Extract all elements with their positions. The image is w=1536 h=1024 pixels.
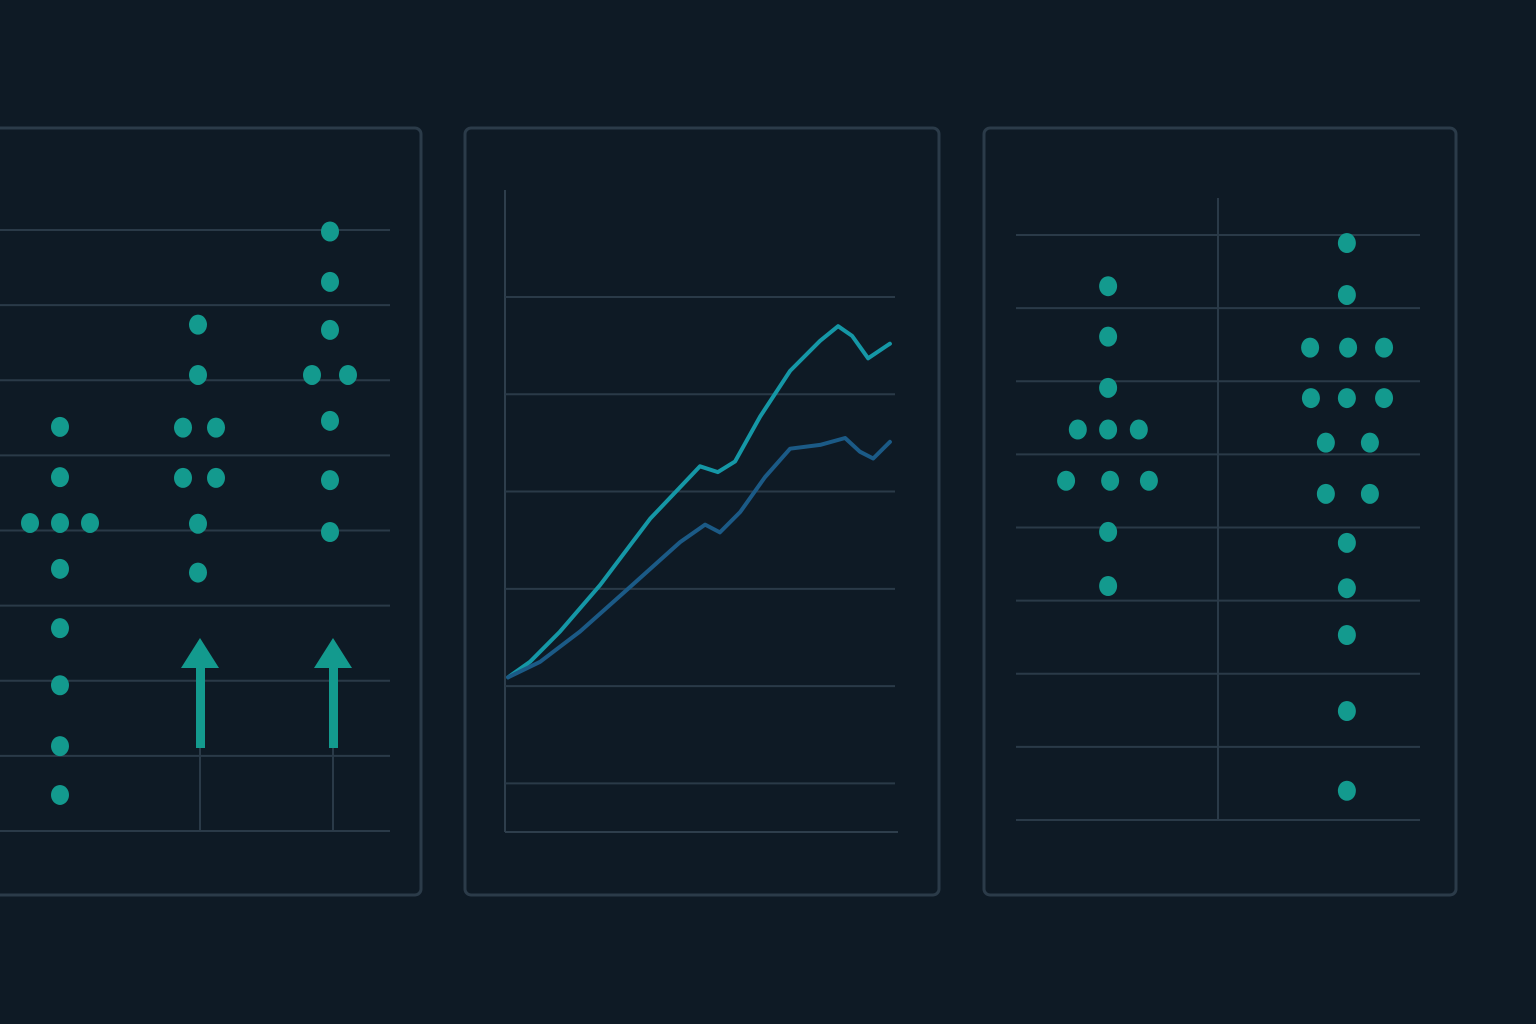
- dot: [1337, 701, 1356, 722]
- dot: [1099, 377, 1118, 398]
- dot: [321, 470, 339, 491]
- dot: [51, 512, 69, 533]
- chart: [0, 221, 390, 832]
- dot: [189, 314, 207, 335]
- dot: [1301, 388, 1320, 409]
- dot: [1316, 483, 1335, 504]
- dot: [1099, 576, 1118, 596]
- chart: [1016, 198, 1420, 821]
- arrow-shaft: [329, 665, 338, 748]
- dot: [174, 417, 192, 438]
- arrow-head: [181, 638, 219, 668]
- dot: [1139, 470, 1158, 491]
- dot: [189, 364, 207, 385]
- dot: [339, 364, 357, 385]
- dot: [51, 784, 69, 805]
- dot: [207, 417, 225, 438]
- line: [506, 436, 892, 680]
- dot: [51, 618, 69, 639]
- dot: [51, 675, 69, 696]
- dot: [51, 736, 69, 757]
- line: [506, 324, 892, 680]
- dot: [81, 512, 99, 533]
- dot: [1375, 388, 1394, 409]
- panel: [982, 126, 1458, 897]
- dot: [21, 512, 39, 533]
- marks: [0, 198, 1420, 832]
- dot: [174, 467, 192, 488]
- dot: [1099, 276, 1118, 297]
- dot: [1316, 432, 1335, 453]
- dot: [321, 221, 339, 242]
- dot: [321, 410, 339, 431]
- dot: [51, 558, 69, 579]
- arrow-head: [314, 638, 352, 668]
- dot: [1337, 284, 1356, 305]
- dot: [321, 522, 339, 543]
- dot: [1099, 521, 1118, 542]
- chart: [505, 296, 895, 785]
- dot: [207, 467, 225, 488]
- dot: [1057, 470, 1076, 491]
- dot: [1099, 326, 1118, 347]
- arrow: [314, 638, 352, 748]
- arrow-shaft: [196, 665, 205, 748]
- dot: [1360, 432, 1379, 453]
- panel: [463, 126, 941, 897]
- dot: [1337, 233, 1356, 254]
- dot: [51, 416, 69, 437]
- dot: [1337, 388, 1356, 409]
- dot: [321, 271, 339, 292]
- dot: [1339, 337, 1358, 358]
- dot: [1337, 532, 1356, 553]
- dot: [321, 319, 339, 340]
- dot: [1360, 483, 1379, 504]
- dot: [1375, 337, 1394, 358]
- dot: [1129, 419, 1148, 440]
- dot: [1101, 470, 1120, 491]
- dot: [303, 364, 321, 385]
- dot: [1337, 578, 1356, 599]
- arrow: [181, 638, 219, 748]
- dot: [1068, 419, 1087, 440]
- dot: [189, 562, 207, 583]
- dot: [1301, 337, 1320, 358]
- panel: [0, 126, 423, 897]
- dot: [189, 513, 207, 534]
- dot: [1099, 419, 1118, 440]
- dot: [1337, 780, 1356, 801]
- dot: [1337, 624, 1356, 645]
- dot: [51, 467, 69, 488]
